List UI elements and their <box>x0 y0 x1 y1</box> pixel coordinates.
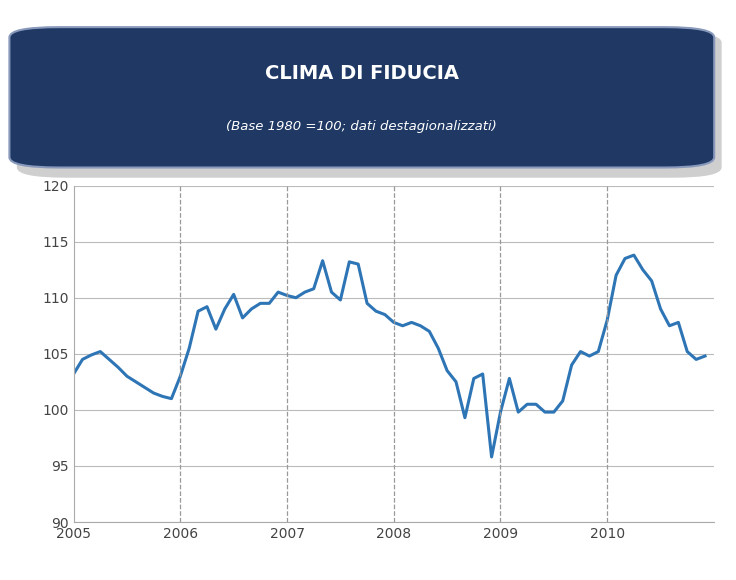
FancyBboxPatch shape <box>17 32 721 177</box>
FancyBboxPatch shape <box>10 27 714 168</box>
Text: (Base 1980 =100; dati destagionalizzati): (Base 1980 =100; dati destagionalizzati) <box>227 120 498 133</box>
Text: CLIMA DI FIDUCIA: CLIMA DI FIDUCIA <box>265 64 459 82</box>
